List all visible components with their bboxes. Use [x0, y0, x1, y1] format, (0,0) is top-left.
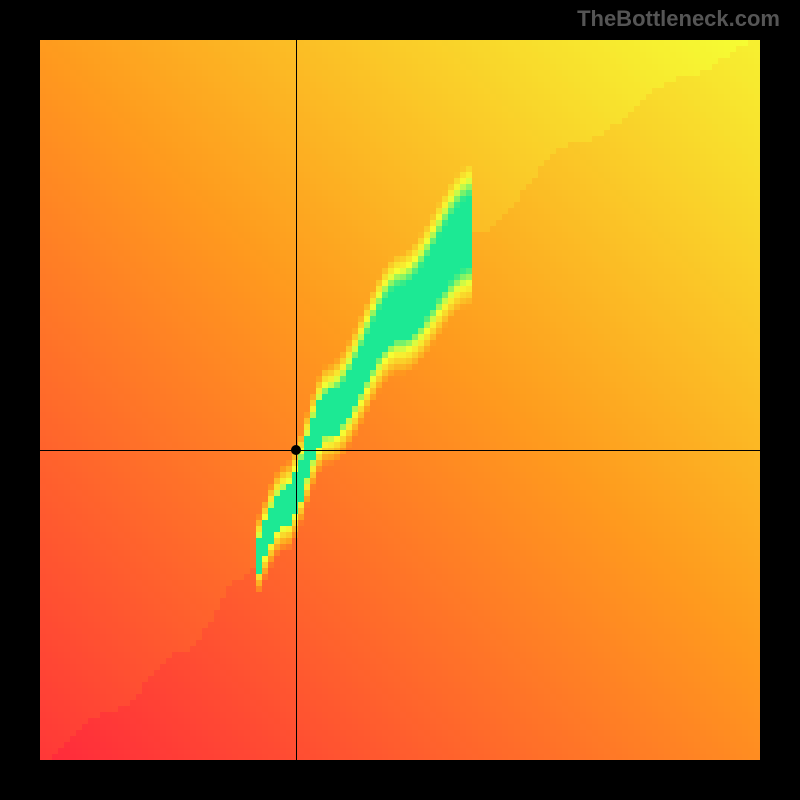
crosshair-vertical: [296, 40, 297, 760]
crosshair-dot: [291, 445, 301, 455]
crosshair-horizontal: [40, 450, 760, 451]
heatmap-plot-area: [40, 40, 760, 760]
chart-container: TheBottleneck.com: [0, 0, 800, 800]
watermark-text: TheBottleneck.com: [577, 6, 780, 32]
heatmap-canvas: [40, 40, 760, 760]
